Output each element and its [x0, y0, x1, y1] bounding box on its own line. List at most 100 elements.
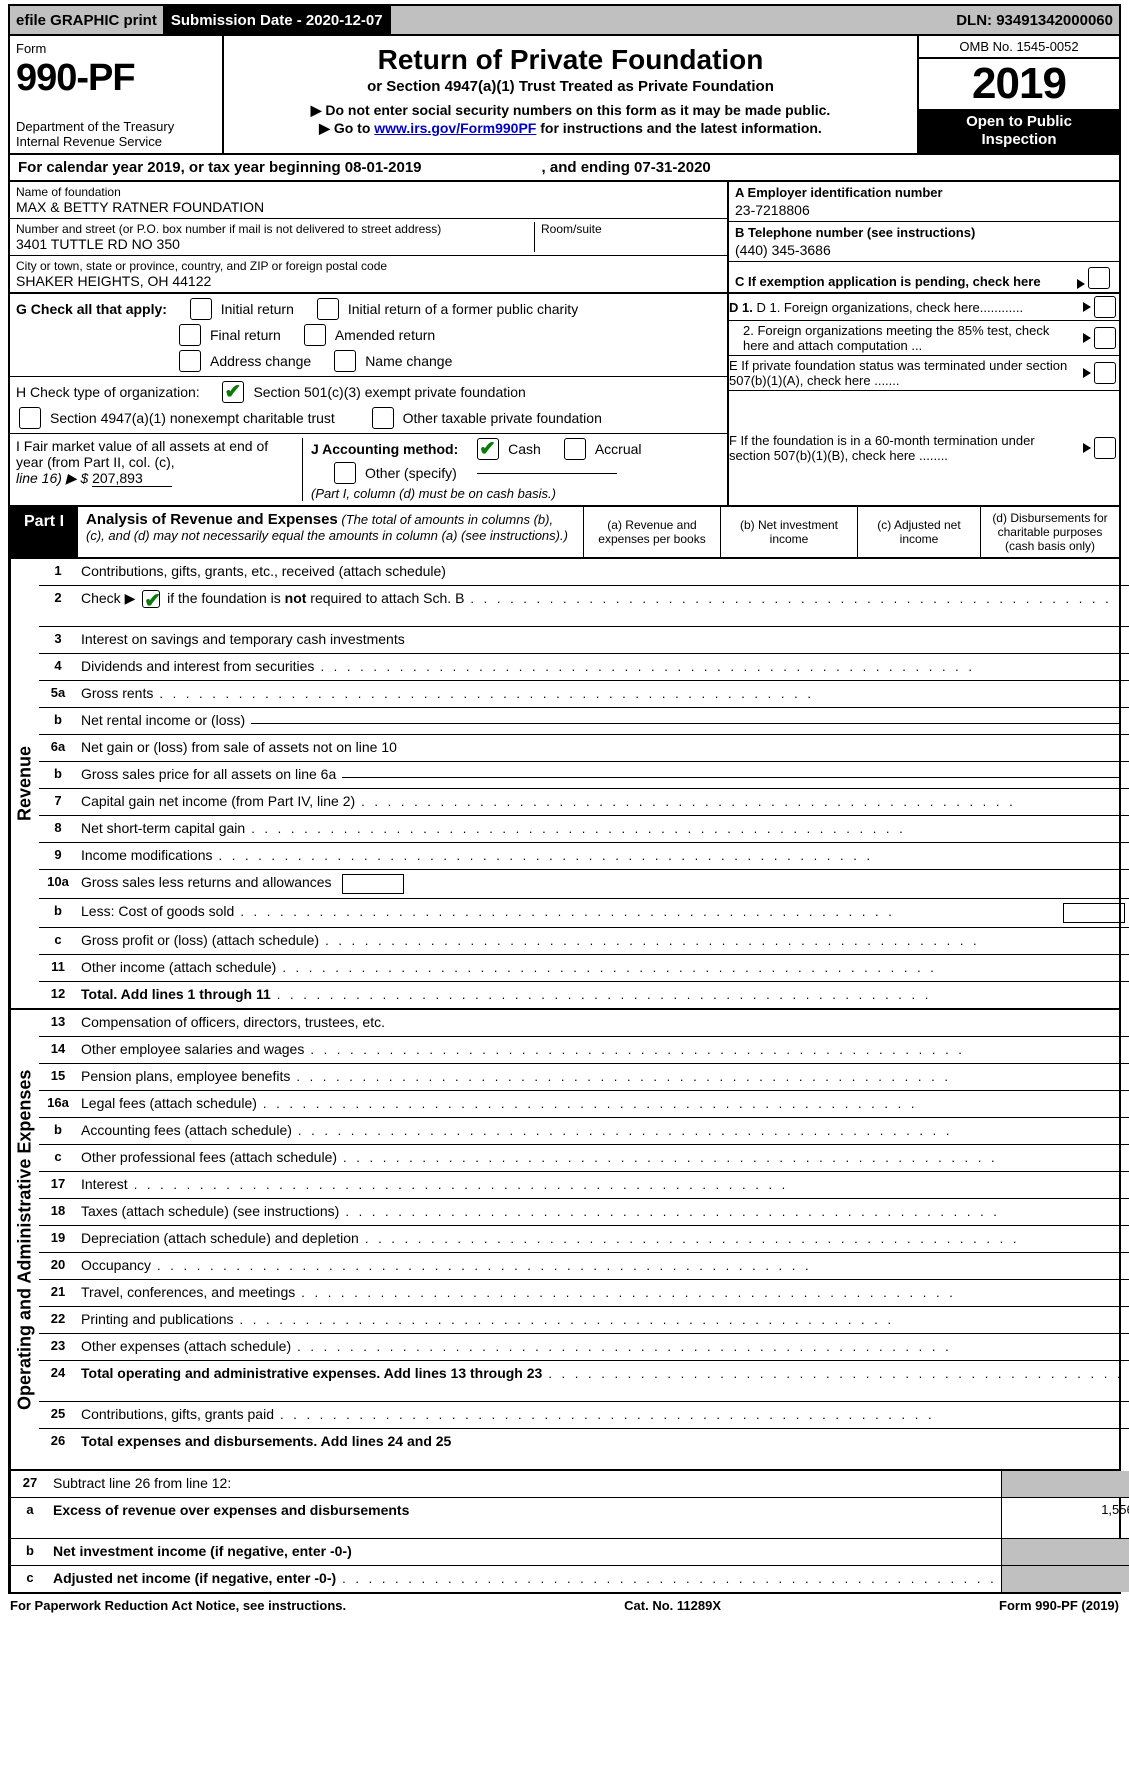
line-description: Depreciation (attach schedule) and deple…: [77, 1226, 1129, 1252]
table-row: 19Depreciation (attach schedule) and dep…: [39, 1225, 1129, 1252]
f-row: F If the foundation is in a 60-month ter…: [729, 391, 1119, 505]
cell-col-a: [1001, 1566, 1129, 1592]
checkbox-sch-b[interactable]: [142, 590, 160, 608]
line-number: 16a: [39, 1091, 77, 1117]
checkbox-initial-former[interactable]: [317, 298, 339, 320]
line-number: 22: [39, 1307, 77, 1333]
table-row: 18Taxes (attach schedule) (see instructi…: [39, 1198, 1129, 1225]
line-description: Adjusted net income (if negative, enter …: [49, 1566, 1001, 1592]
open-to-public: Open to Public Inspection: [919, 109, 1119, 153]
line-number: 14: [39, 1037, 77, 1063]
line-number: c: [39, 1145, 77, 1171]
inline-input-box[interactable]: [342, 874, 404, 894]
checkbox-501c3[interactable]: [222, 381, 244, 403]
checkbox-4947a1[interactable]: [19, 407, 41, 429]
checkbox-cash[interactable]: [477, 438, 499, 460]
dln-label: DLN: 93491342000060: [391, 6, 1119, 34]
city-state-zip: SHAKER HEIGHTS, OH 44122: [16, 273, 211, 289]
line-description: Travel, conferences, and meetings: [77, 1280, 1129, 1306]
inline-input-box[interactable]: [1063, 903, 1125, 923]
efile-label: efile GRAPHIC print: [10, 6, 165, 34]
checkbox-c[interactable]: [1088, 267, 1110, 289]
checkbox-address-change[interactable]: [179, 350, 201, 372]
line-number: a: [11, 1498, 49, 1538]
line-number: 10a: [39, 870, 77, 898]
table-row: 8Net short-term capital gain: [39, 815, 1129, 842]
checkbox-e[interactable]: [1094, 362, 1116, 384]
checkbox-d1[interactable]: [1094, 296, 1116, 318]
line-number: b: [11, 1539, 49, 1565]
table-row: 24Total operating and administrative exp…: [39, 1360, 1129, 1401]
line-number: 27: [11, 1471, 49, 1497]
col-a-header: (a) Revenue and expenses per books: [583, 507, 720, 557]
line-description: Dividends and interest from securities: [77, 654, 1129, 680]
line-description: Occupancy: [77, 1253, 1129, 1279]
line-number: 25: [39, 1402, 77, 1428]
ghij-def-block: G Check all that apply: Initial return I…: [8, 294, 1121, 507]
table-row: 20Occupancy: [39, 1252, 1129, 1279]
checkbox-d2[interactable]: [1094, 327, 1116, 349]
line-description: Other income (attach schedule): [77, 955, 1129, 981]
expenses-table: Operating and Administrative Expenses 13…: [8, 1010, 1121, 1471]
line-description: Compensation of officers, directors, tru…: [77, 1010, 1129, 1036]
checkbox-initial-return[interactable]: [190, 298, 212, 320]
line-description: Income modifications: [77, 843, 1129, 869]
cell-col-a: 1,556: [1001, 1498, 1129, 1538]
d2-row: 2. Foreign organizations meeting the 85%…: [729, 321, 1119, 356]
line-description: Other expenses (attach schedule): [77, 1334, 1129, 1360]
table-row: 17Interest: [39, 1171, 1129, 1198]
i-j-row: I Fair market value of all assets at end…: [10, 434, 727, 505]
line-description: Printing and publications: [77, 1307, 1129, 1333]
line-number: 5a: [39, 681, 77, 707]
table-row: 1Contributions, gifts, grants, etc., rec…: [39, 559, 1129, 585]
instr-2: ▶ Go to www.irs.gov/Form990PF for instru…: [234, 119, 907, 137]
form-word: Form: [16, 41, 46, 56]
street-address: 3401 TUTTLE RD NO 350: [16, 236, 180, 252]
line-description: Pension plans, employee benefits: [77, 1064, 1129, 1090]
line-description: Capital gain net income (from Part IV, l…: [77, 789, 1129, 815]
instr-1: ▶ Do not enter social security numbers o…: [234, 101, 907, 119]
ein-value: 23-7218806: [735, 202, 1113, 218]
tax-year-end: , and ending 07-31-2020: [542, 159, 711, 176]
table-row: 10aGross sales less returns and allowanc…: [39, 869, 1129, 898]
table-row: 23Other expenses (attach schedule): [39, 1333, 1129, 1360]
table-row: 22Printing and publications: [39, 1306, 1129, 1333]
line-description: Total operating and administrative expen…: [77, 1361, 1129, 1401]
table-row: 14Other employee salaries and wages: [39, 1036, 1129, 1063]
checkbox-f[interactable]: [1094, 437, 1116, 459]
submission-date: Submission Date - 2020-12-07: [165, 6, 391, 34]
table-row: cGross profit or (loss) (attach schedule…: [39, 927, 1129, 954]
dept-treasury: Department of the Treasury: [16, 119, 174, 134]
line-description: Contributions, gifts, grants, etc., rece…: [77, 559, 1129, 585]
line-description: Excess of revenue over expenses and disb…: [49, 1498, 1001, 1538]
cell-col-a: [1001, 1471, 1129, 1497]
header-right: OMB No. 1545-0052 2019 Open to Public In…: [917, 36, 1119, 153]
checkbox-other-taxable[interactable]: [372, 407, 394, 429]
line-description: Accounting fees (attach schedule): [77, 1118, 1129, 1144]
arrow-icon: [1083, 368, 1091, 378]
checkbox-amended[interactable]: [304, 324, 326, 346]
footer-left: For Paperwork Reduction Act Notice, see …: [10, 1598, 346, 1613]
line-number: 17: [39, 1172, 77, 1198]
checkbox-name-change[interactable]: [334, 350, 356, 372]
checkbox-accrual[interactable]: [564, 438, 586, 460]
g-row: G Check all that apply: Initial return I…: [10, 294, 727, 377]
table-row: bAccounting fees (attach schedule): [39, 1117, 1129, 1144]
line-number: 3: [39, 627, 77, 653]
foundation-name: MAX & BETTY RATNER FOUNDATION: [16, 199, 264, 215]
dept-irs: Internal Revenue Service: [16, 134, 162, 149]
table-row: 27Subtract line 26 from line 12:: [11, 1471, 1129, 1497]
line-description: Gross sales less returns and allowances: [77, 870, 1129, 898]
checkbox-final-return[interactable]: [179, 324, 201, 346]
form-header: Form 990-PF Department of the Treasury I…: [8, 36, 1121, 155]
table-row: aExcess of revenue over expenses and dis…: [11, 1497, 1129, 1538]
line-description: Net short-term capital gain: [77, 816, 1129, 842]
table-row: bNet investment income (if negative, ent…: [11, 1538, 1129, 1565]
line-number: b: [39, 708, 77, 734]
line-number: c: [39, 928, 77, 954]
instructions-link[interactable]: www.irs.gov/Form990PF: [374, 120, 536, 136]
e-row: E If private foundation status was termi…: [729, 356, 1119, 391]
line-number: 18: [39, 1199, 77, 1225]
checkbox-other-method[interactable]: [334, 462, 356, 484]
col-c-header: (c) Adjusted net income: [857, 507, 980, 557]
